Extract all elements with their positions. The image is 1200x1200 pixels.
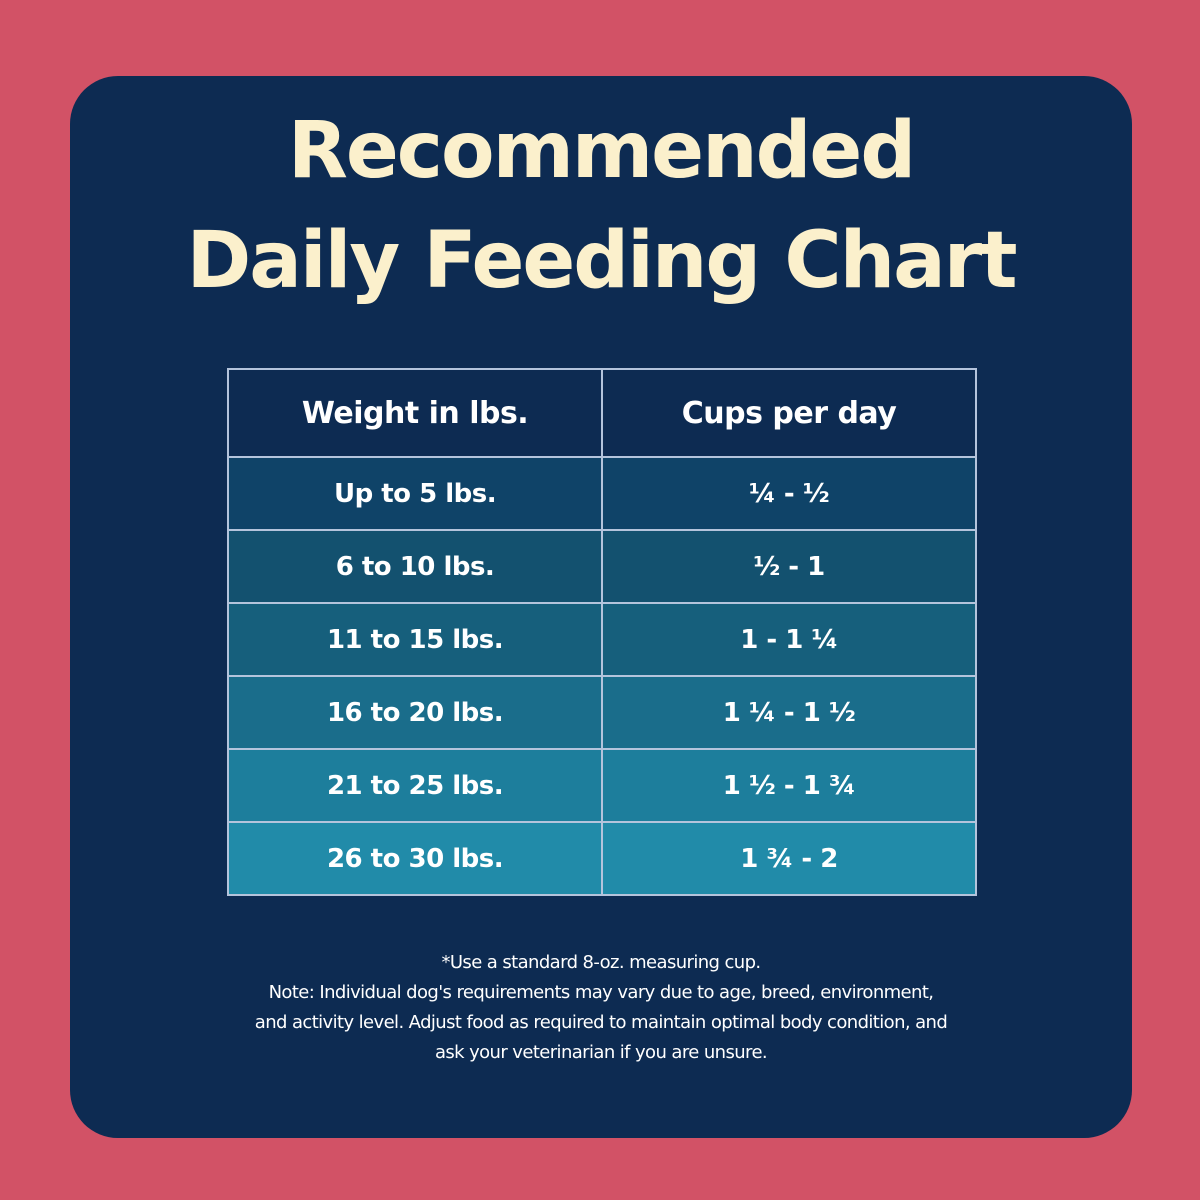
weight-cell: 21 to 25 lbs. [226, 748, 604, 823]
cups-cell: ½ - 1 [601, 529, 977, 604]
cups-cell: 1 ½ - 1 ¾ [601, 748, 977, 823]
note-line: ask your veterinarian if you are unsure. [434, 1042, 768, 1063]
weight-cell: 6 to 10 lbs. [226, 529, 604, 604]
note-line: Note: Individual dog's requirements may … [268, 982, 934, 1003]
table-row: 21 to 25 lbs. 1 ½ - 1 ¾ [226, 748, 977, 823]
cups-cell: 1 ¾ - 2 [601, 821, 977, 896]
weight-cell: 11 to 15 lbs. [226, 602, 604, 677]
cups-cell: 1 - 1 ¼ [601, 602, 977, 677]
weight-cell: 16 to 20 lbs. [226, 675, 604, 750]
title-line-2: Daily Feeding Chart [186, 216, 1017, 306]
feeding-table: Weight in lbs. Cups per day Up to 5 lbs.… [226, 368, 977, 896]
header-weight: Weight in lbs. [226, 368, 604, 458]
feeding-chart-card: Recommended Daily Feeding Chart Weight i… [70, 76, 1132, 1138]
note-line: and activity level. Adjust food as requi… [254, 1012, 948, 1033]
table-row: 6 to 10 lbs. ½ - 1 [226, 529, 977, 604]
feeding-notes: *Use a standard 8-oz. measuring cup. Not… [190, 948, 1012, 1068]
cups-cell: 1 ¼ - 1 ½ [601, 675, 977, 750]
weight-cell: 26 to 30 lbs. [226, 821, 604, 896]
table-row: 16 to 20 lbs. 1 ¼ - 1 ½ [226, 675, 977, 750]
weight-cell: Up to 5 lbs. [226, 456, 604, 531]
table-row: 11 to 15 lbs. 1 - 1 ¼ [226, 602, 977, 677]
cups-cell: ¼ - ½ [601, 456, 977, 531]
table-header-row: Weight in lbs. Cups per day [226, 368, 977, 458]
header-cups: Cups per day [601, 368, 977, 458]
title-line-1: Recommended [287, 106, 916, 196]
table-row: 26 to 30 lbs. 1 ¾ - 2 [226, 821, 977, 896]
note-line: *Use a standard 8-oz. measuring cup. [441, 952, 761, 973]
table-row: Up to 5 lbs. ¼ - ½ [226, 456, 977, 531]
